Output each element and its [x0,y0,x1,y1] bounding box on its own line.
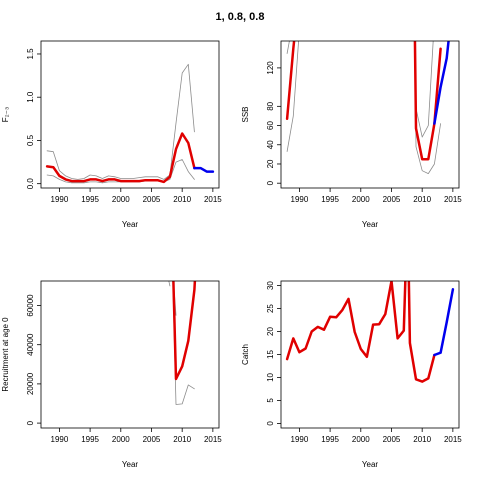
x-tick-label: 2005 [143,435,161,444]
y-tick-label: 25 [266,304,275,313]
series-line-projection [433,288,455,357]
x-tick-label: 2015 [444,195,462,204]
x-tick-label: 1995 [321,195,339,204]
x-tick-label: 2015 [204,435,222,444]
x-axis-label: Year [362,460,379,469]
x-tick-label: 1990 [291,195,309,204]
series-line-upper [286,41,290,54]
series-line-estimate [45,132,196,184]
y-tick-label: 15 [266,350,275,359]
series-line-estimate [413,41,442,161]
y-tick-label: 60000 [26,294,35,317]
y-axis-label: Recruitment at age 0 [1,317,10,392]
series-line-upper [414,41,434,138]
x-tick-label: 1990 [291,435,309,444]
y-tick-label: 5 [266,398,275,403]
series-group [168,281,197,405]
x-tick-label: 2010 [413,435,431,444]
panel-1: 1990 1995 2000 2005 2010 2015 0.0 0.5 1.0 1.5 Year… [1,40,222,229]
x-tick-label: 2000 [352,435,370,444]
y-tick-label: 20 [266,159,275,168]
series-group [285,41,450,175]
x-tick-label: 1990 [51,195,69,204]
x-tick-label: 2000 [352,195,370,204]
x-axis-label: Year [362,220,379,229]
y-tick-label: 40000 [26,333,35,356]
y-tick-label: 0.5 [26,134,35,146]
y-tick-label: 20000 [26,372,35,395]
series-line-projection [193,166,215,173]
y-tick-label: 20 [266,327,275,336]
series-line-projection [433,41,450,125]
y-tick-label: 60 [266,121,275,130]
y-tick-label: 120 [266,61,275,75]
x-tick-label: 1995 [81,195,99,204]
y-axis-label: F₂₋₃ [1,107,10,122]
panels: 1990 1995 2000 2005 2010 20150.00.51.01.5Year… [1,40,462,469]
y-tick-label: 80 [266,101,275,110]
x-tick-label: 2015 [204,195,222,204]
panel-4: 1990 1995 2000 2005 2010 2015 0 5 10 15 20 25 30 Year… [241,280,462,469]
x-tick-label: 1995 [321,435,339,444]
series-line-estimate [285,281,407,361]
y-tick-label: 0.0 [26,178,35,190]
y-tick-label: 0 [26,420,35,425]
plot-frame [40,280,220,429]
y-axis-label: Catch [241,344,250,365]
panel-3: 1990 1995 2000 2005 2010 2015 0 20000 40000 60000… [1,280,222,469]
y-tick-label: 30 [266,281,275,290]
series-line-estimate [407,281,436,383]
x-tick-label: 1990 [51,435,69,444]
x-tick-label: 2010 [413,195,431,204]
y-tick-label: 1.0 [26,91,35,103]
figure-title: 1, 0.8, 0.8 [216,11,265,23]
y-tick-label: 0 [266,180,275,185]
y-tick-label: 40 [266,140,275,149]
series-line-upper [168,281,171,287]
x-tick-label: 2000 [112,435,130,444]
plot-frame [280,280,460,429]
x-tick-label: 2005 [383,435,401,444]
x-tick-label: 2000 [112,195,130,204]
y-tick-label: 10 [266,372,275,381]
series-group [285,281,455,383]
series-group [45,63,215,184]
panel-2: 1990 1995 2000 2005 2010 2015 0 20 40 60 80 120 Year… [241,40,462,229]
series-line-estimate [172,281,197,381]
x-axis-label: Year [122,220,139,229]
x-tick-label: 2005 [143,195,161,204]
plot-frame [280,40,460,189]
plot-frame [40,40,220,189]
x-tick-label: 2015 [444,435,462,444]
x-tick-label: 2010 [173,195,191,204]
y-axis-label: SSB [241,106,250,122]
series-line-estimate [285,41,296,121]
y-tick-label: 0 [266,421,275,426]
x-axis-label: Year [122,460,139,469]
y-tick-label: 1.5 [26,48,35,60]
x-tick-label: 1995 [81,435,99,444]
series-line-lower [286,41,299,152]
x-tick-label: 2005 [383,195,401,204]
x-tick-label: 2010 [173,435,191,444]
